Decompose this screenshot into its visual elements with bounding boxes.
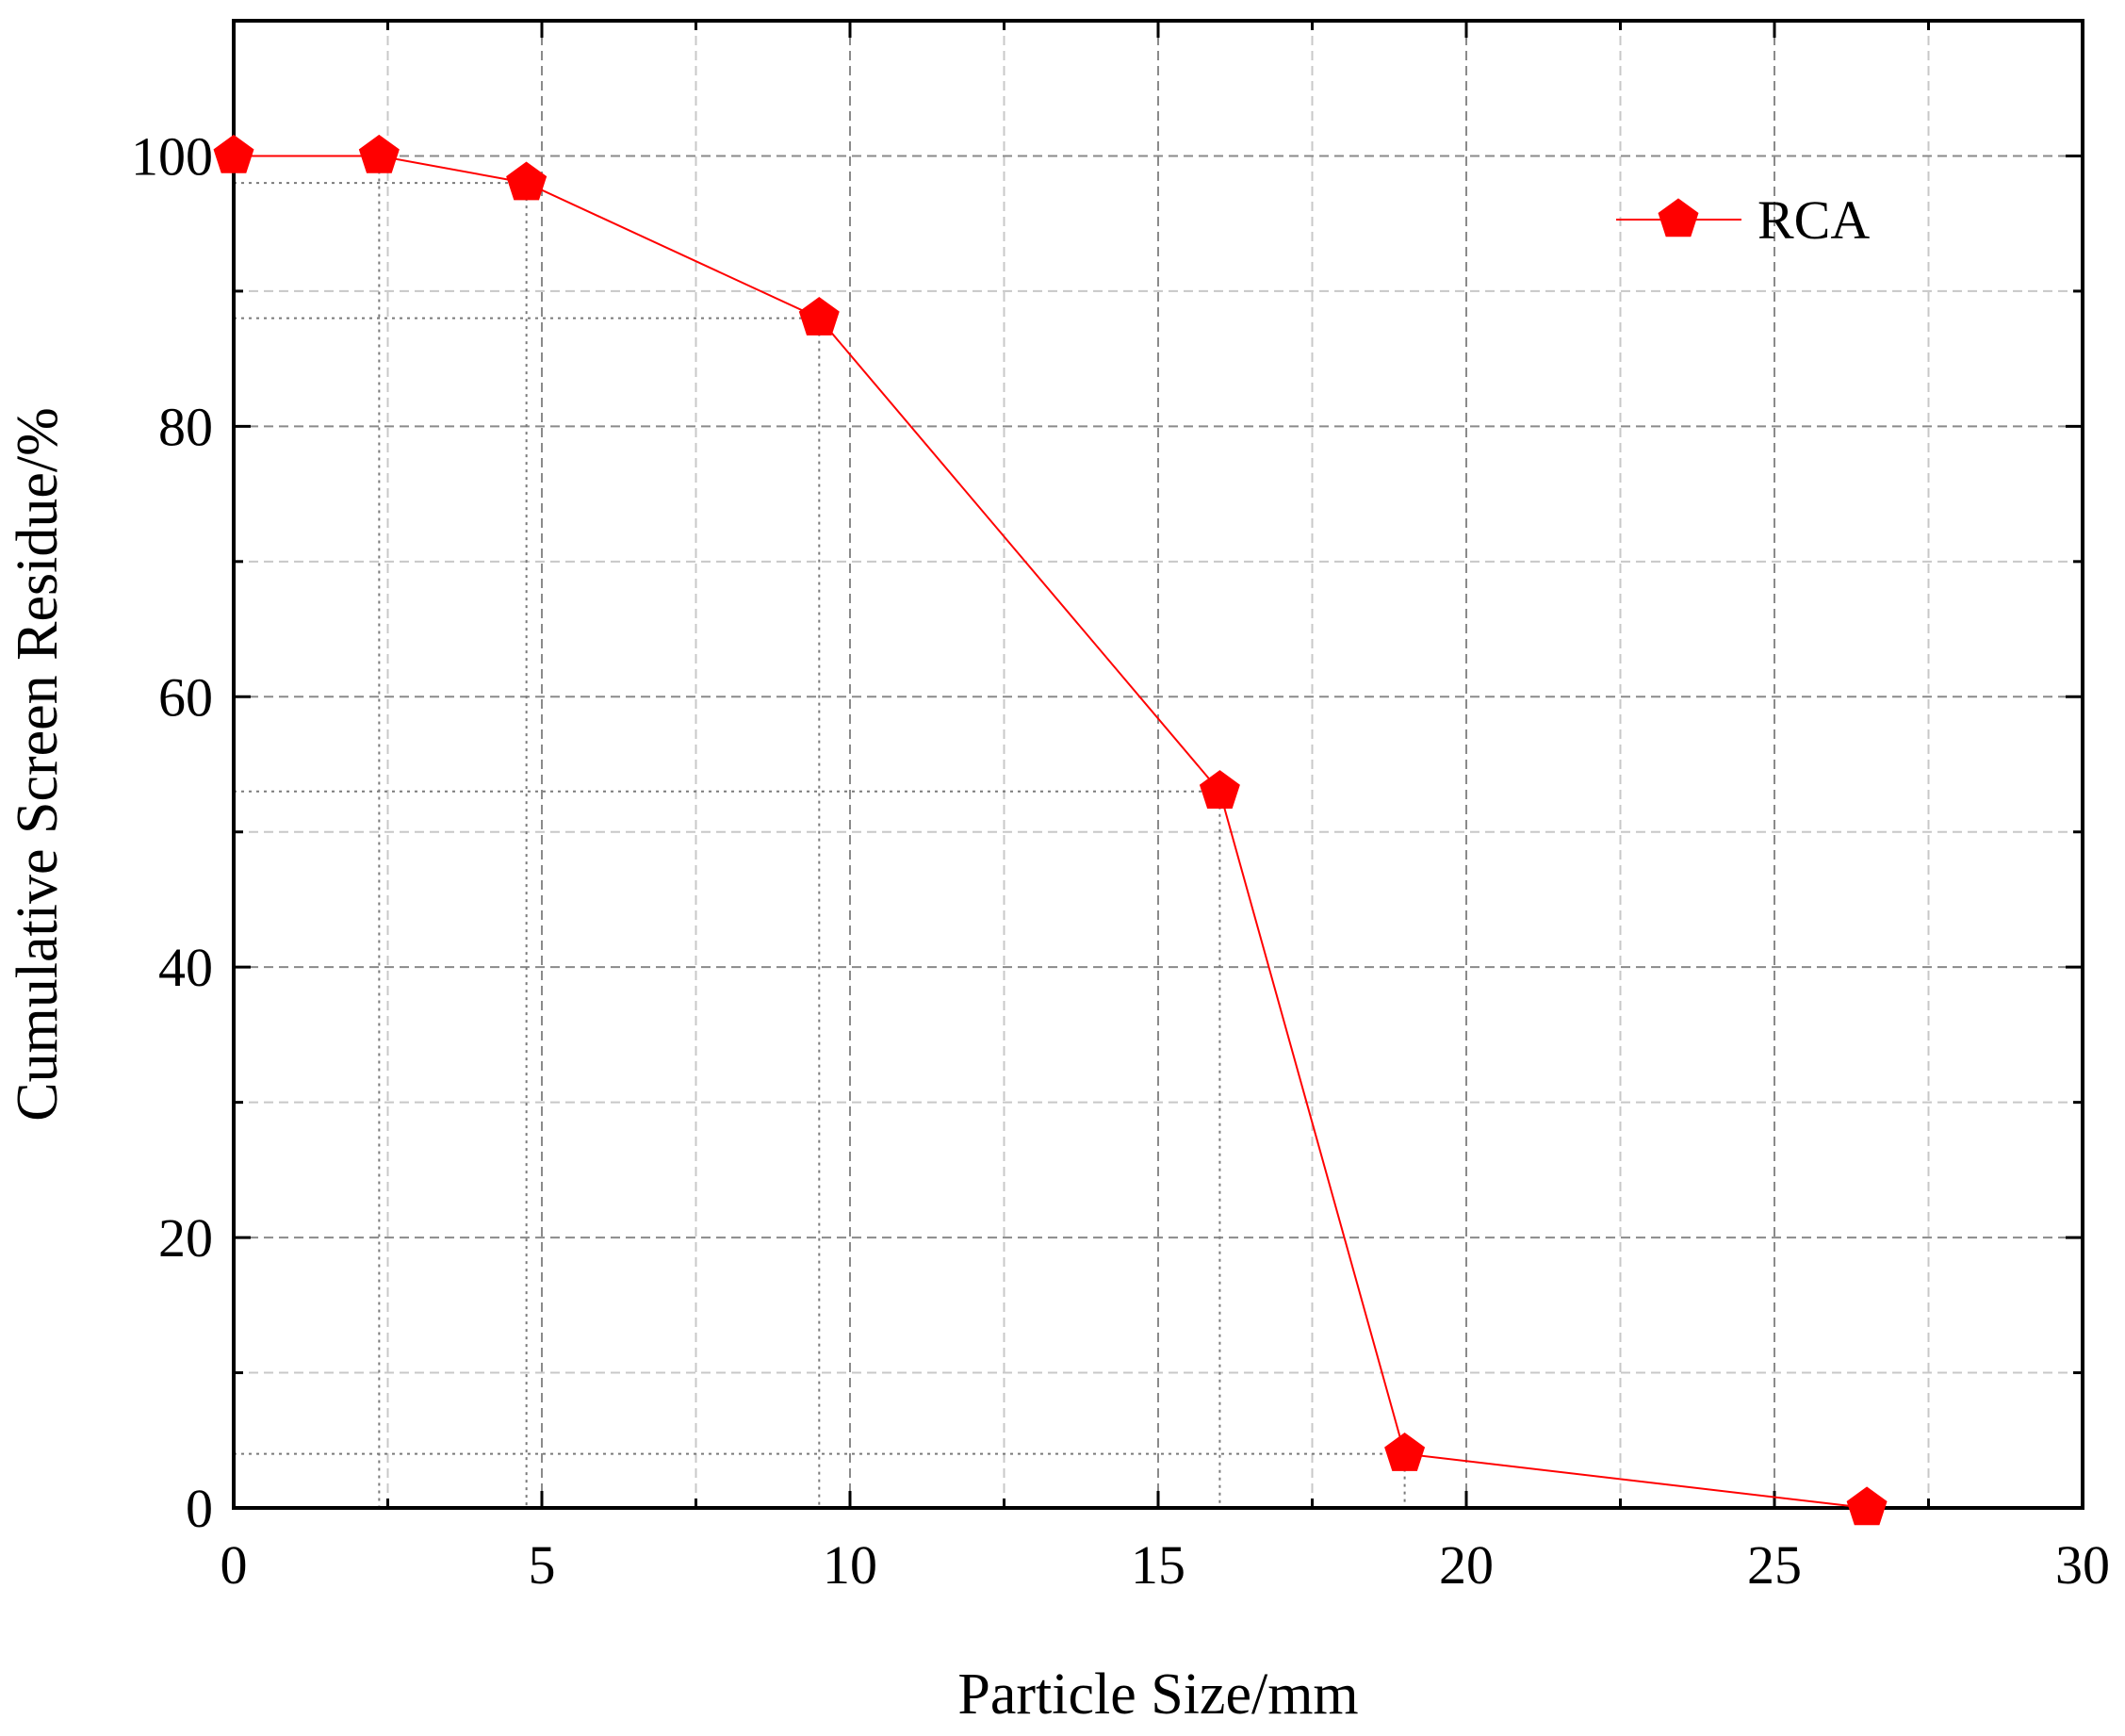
y-tick-label: 80 [158, 396, 213, 457]
data-point-marker [1384, 1432, 1426, 1471]
x-tick-label: 0 [221, 1534, 248, 1596]
y-tick-label: 40 [158, 937, 213, 998]
legend-label: RCA [1757, 189, 1870, 251]
data-point-marker [1846, 1486, 1888, 1526]
data-point-marker [798, 296, 840, 336]
x-axis-title: Particle Size/mm [957, 1662, 1358, 1727]
data-point-marker [506, 161, 548, 201]
data-point-marker [213, 134, 254, 173]
y-axis-title: Cumulative Screen Residue/% [6, 407, 70, 1122]
x-tick-label: 20 [1439, 1534, 1494, 1596]
data-point-marker [1199, 770, 1240, 809]
legend: RCA [1616, 189, 1870, 251]
y-tick-label: 60 [158, 666, 213, 728]
x-tick-label: 25 [1747, 1534, 1802, 1596]
x-tick-label: 10 [823, 1534, 877, 1596]
y-tick-label: 0 [186, 1478, 213, 1539]
y-tick-label: 20 [158, 1207, 213, 1269]
x-tick-label: 30 [2055, 1534, 2110, 1596]
data-point-marker [358, 134, 400, 173]
axis-ticks [232, 19, 2084, 1510]
x-axis-tick-labels: 0 5 10 15 20 25 30 [221, 1534, 2111, 1596]
x-tick-label: 15 [1131, 1534, 1185, 1596]
y-tick-label: 100 [131, 125, 213, 187]
series-rca [213, 134, 1888, 1526]
y-axis-tick-labels: 0 20 40 60 80 100 [131, 125, 213, 1539]
legend-marker-pentagon [1658, 198, 1699, 237]
x-tick-label: 5 [529, 1534, 556, 1596]
